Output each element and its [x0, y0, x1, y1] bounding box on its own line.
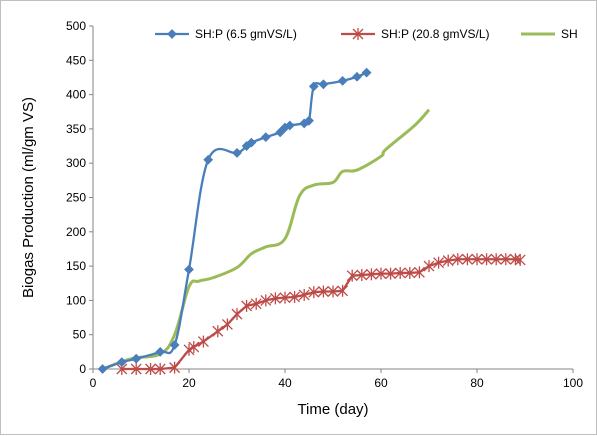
data-point [500, 253, 512, 266]
axes: 0 50 100 150 200 250 300 350 400 450 500 0 20 40 60 80 1… [66, 19, 583, 390]
data-point [308, 286, 320, 299]
data-point [481, 253, 493, 266]
series-0 [97, 67, 372, 374]
data-point [154, 363, 166, 375]
x-tick-label: 100 [563, 376, 583, 390]
data-point [241, 299, 253, 312]
x-axis-title: Time (day) [297, 401, 368, 418]
data-point [221, 318, 233, 331]
legend-item-1: SH:P (20.8 gmVS/L) [341, 27, 490, 41]
data-point [298, 288, 310, 301]
data-point [203, 154, 214, 165]
y-tick-label: 250 [66, 191, 86, 205]
data-point [116, 357, 127, 368]
data-point [145, 363, 157, 375]
data-point [131, 353, 142, 364]
data-point [184, 264, 194, 275]
data-point [423, 260, 435, 273]
x-tick-label: 20 [182, 376, 196, 390]
data-point [471, 253, 483, 266]
data-point [365, 268, 377, 281]
data-point [352, 71, 362, 82]
data-point [155, 346, 166, 357]
series-line [102, 108, 431, 371]
y-tick-label: 500 [66, 19, 86, 33]
data-point [289, 290, 301, 303]
y-tick-label: 300 [66, 156, 86, 170]
series-layer [97, 67, 526, 375]
y-tick-label: 0 [79, 362, 86, 376]
data-point [413, 266, 425, 279]
data-point [514, 253, 526, 266]
legend-label: SH:P (20.8 gmVS/L) [381, 27, 490, 41]
data-point [231, 308, 243, 321]
data-point [404, 266, 416, 279]
data-point [356, 269, 368, 282]
x-tick-label: 80 [470, 376, 484, 390]
legend-label: SH:P (6.5 gmVS/L) [195, 27, 297, 41]
x-tick-label: 40 [278, 376, 292, 390]
data-point [385, 267, 397, 280]
data-point [284, 120, 295, 131]
data-point [260, 132, 271, 143]
series-2 [102, 108, 431, 371]
series-line [102, 71, 368, 371]
y-tick-label: 350 [66, 122, 86, 136]
data-point [490, 253, 502, 266]
data-point [232, 148, 242, 158]
x-tick-label: 0 [90, 376, 97, 390]
data-point [452, 253, 464, 266]
legend-item-0: SH:P (6.5 gmVS/L) [155, 27, 297, 41]
legend-marker [352, 28, 364, 40]
y-tick-label: 200 [66, 225, 86, 239]
data-point [212, 325, 224, 338]
data-point [308, 81, 319, 92]
y-tick-label: 450 [66, 53, 86, 67]
y-tick-label: 100 [66, 293, 86, 307]
data-point [279, 291, 291, 304]
data-point [197, 335, 209, 348]
legend-marker [167, 29, 177, 39]
legend-label: SH [561, 27, 578, 41]
data-point [260, 294, 272, 307]
data-point [304, 115, 314, 126]
data-point [361, 67, 372, 78]
data-point [327, 285, 339, 298]
data-point [337, 75, 348, 86]
data-point [130, 363, 142, 375]
series-1 [116, 253, 526, 375]
data-point [337, 284, 349, 297]
y-tick-label: 400 [66, 88, 86, 102]
legend: SH:P (6.5 gmVS/L) SH:P (20.8 gmVS/L) SH [155, 27, 578, 41]
data-point [269, 292, 281, 305]
x-tick-label: 60 [374, 376, 388, 390]
data-point [246, 137, 257, 148]
data-point [97, 364, 108, 374]
y-tick-label: 150 [66, 259, 86, 273]
y-axis-title: Biogas Production (ml/gm VS) [20, 97, 37, 298]
data-point [394, 266, 406, 279]
data-point [346, 269, 358, 282]
data-point [433, 256, 445, 269]
data-point [442, 254, 454, 267]
data-point [188, 341, 200, 354]
data-point [275, 127, 286, 138]
data-point [461, 253, 473, 266]
data-point [169, 361, 181, 374]
data-point [250, 297, 262, 310]
data-point [375, 267, 387, 280]
legend-item-2: SH [521, 27, 578, 41]
data-point [317, 285, 329, 298]
y-tick-label: 50 [73, 328, 87, 342]
data-point [169, 340, 180, 350]
data-point [318, 79, 329, 90]
